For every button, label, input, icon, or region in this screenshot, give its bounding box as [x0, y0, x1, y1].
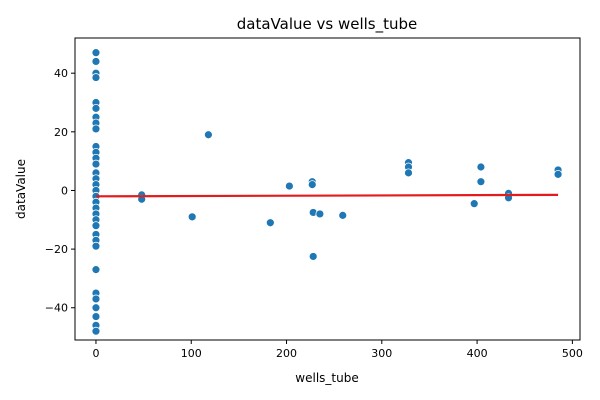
- y-tick-label: 0: [61, 184, 68, 197]
- data-point-50: [476, 177, 486, 187]
- x-tick-label: 500: [562, 347, 583, 360]
- data-point-5: [91, 103, 101, 113]
- x-axis-label: wells_tube: [295, 371, 358, 385]
- data-point-35: [187, 212, 197, 222]
- data-point-40: [307, 180, 317, 190]
- data-point-48: [469, 199, 479, 209]
- x-tick-label: 400: [467, 347, 488, 360]
- data-point-54: [553, 169, 563, 179]
- x-tick-label: 300: [371, 347, 392, 360]
- plot-marks: [91, 48, 563, 336]
- trend-line: [95, 193, 559, 198]
- data-point-44: [338, 210, 348, 220]
- data-point-30: [91, 312, 101, 321]
- y-tick-label: 20: [54, 126, 68, 139]
- x-tick-label: 200: [276, 347, 297, 360]
- data-point-26: [91, 265, 101, 275]
- data-point-37: [265, 218, 275, 228]
- data-point-43: [315, 209, 325, 219]
- data-point-28: [91, 294, 101, 304]
- data-point-0: [91, 48, 101, 58]
- data-point-32: [91, 326, 101, 336]
- y-axis-ticks: −40 −20 0 20 40: [45, 67, 75, 315]
- data-point-47: [404, 168, 413, 178]
- y-tick-label: 40: [54, 67, 68, 80]
- data-point-49: [476, 162, 486, 172]
- data-point-3: [91, 73, 101, 82]
- data-point-22: [91, 221, 101, 231]
- data-point-12: [91, 159, 101, 169]
- plot-frame: [74, 37, 581, 341]
- x-tick-label: 0: [92, 347, 99, 360]
- x-tick-label: 100: [181, 347, 202, 360]
- data-point-36: [203, 130, 213, 140]
- data-point-38: [284, 181, 294, 191]
- data-point-1: [91, 57, 101, 66]
- data-point-25: [91, 241, 101, 251]
- y-tick-label: −20: [45, 243, 68, 256]
- data-point-8: [91, 124, 101, 134]
- x-axis-ticks: 0 100 200 300 400 500: [92, 340, 583, 360]
- y-axis-label: dataValue: [14, 159, 28, 219]
- data-point-29: [91, 303, 101, 313]
- chart-title: dataValue vs wells_tube: [237, 15, 418, 34]
- y-tick-label: −40: [45, 302, 68, 315]
- data-point-42: [308, 252, 318, 261]
